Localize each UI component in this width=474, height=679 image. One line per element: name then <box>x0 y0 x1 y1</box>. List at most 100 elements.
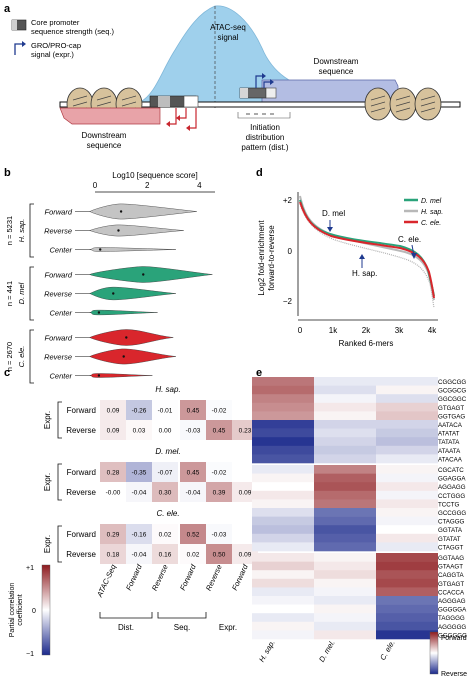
heatmap-cell <box>314 377 376 386</box>
violin-shape <box>89 224 184 237</box>
legend-core-promoter-sub: sequence strength (seq.) <box>31 27 114 36</box>
heatmap-cell <box>252 578 314 588</box>
heatmap-cell <box>314 394 376 404</box>
heatmap-kmer-label: TAGGGG <box>438 615 465 622</box>
matrix-cell <box>180 544 206 564</box>
heatmap-kmer-label: CCACCA <box>438 589 465 596</box>
matrix-row-group-label: Expr. <box>43 473 52 491</box>
heatmap-cell <box>314 402 376 412</box>
heatmap-cell <box>314 525 376 535</box>
heatmap-kmer-label: GGAGGA <box>438 476 466 483</box>
tss-arrow-icon-2 <box>263 81 272 88</box>
heatmap-cell <box>314 613 376 623</box>
heatmap-kmer-label: GGGGGA <box>438 607 467 614</box>
heatmap-cell <box>252 499 314 509</box>
matrix-cell <box>180 420 206 440</box>
panel-d-xlabel: Ranked 6-mers <box>339 339 394 348</box>
colorbar-title: Partial correlation <box>9 583 16 638</box>
matrix-cell-value: -0.35 <box>132 470 147 477</box>
violin-n-label: n = 441 <box>5 281 14 306</box>
panel-b: b Log10 [sequence score] 0 2 4 Forward Re… <box>4 167 215 384</box>
legend-gro-cap-sub: signal (expr.) <box>31 50 74 59</box>
matrix-cell-value: -0.04 <box>132 490 147 497</box>
matrix-cell-value: -0.04 <box>132 552 147 559</box>
heatmap-cell <box>314 428 376 438</box>
violin-median-point <box>112 292 115 295</box>
matrix-cell <box>126 462 152 482</box>
core-promoter-left-end <box>183 95 199 108</box>
heatmap-cell <box>252 420 314 429</box>
matrix-cell-value: 0.00 <box>159 428 172 435</box>
matrix-row-bracket <box>57 525 62 563</box>
panel-a-legend: Core promoter sequence strength (seq.) G… <box>11 18 114 59</box>
heatmap-cell <box>252 385 314 395</box>
heatmap-cell <box>314 490 376 500</box>
violin-species-label: D. mel <box>17 282 26 304</box>
panel-b-axis-title: Log10 [sequence score] <box>112 171 197 180</box>
heatmap-cell <box>314 621 376 631</box>
heatmap-cell <box>252 473 314 483</box>
column-group-dist: Dist. <box>118 623 134 632</box>
heatmap-cell <box>376 428 438 438</box>
matrix-cell <box>126 524 152 544</box>
heatmap-cell <box>376 516 438 526</box>
matrix-cell-value: 0.30 <box>159 490 172 497</box>
heatmap-cell <box>314 437 376 447</box>
matrix-cell <box>206 482 232 502</box>
matrix-cell <box>152 482 178 502</box>
heatmap-cell <box>252 561 314 571</box>
heatmap-cell <box>376 621 438 631</box>
sequence-strength-swatch-light <box>12 20 17 30</box>
matrix-cell <box>206 544 232 564</box>
violin-row-label: Center <box>49 309 72 318</box>
panel-e-colorbar <box>429 631 439 675</box>
heatmap-cell <box>376 533 438 543</box>
panel-d-ylabel: Log2 fold-enrichment <box>257 220 266 296</box>
matrix-cell-value: 0.45 <box>187 408 200 415</box>
matrix-cell-value: 0.03 <box>133 428 146 435</box>
legend-d-mel: D. mel <box>421 198 442 205</box>
violin-median-point <box>119 210 123 213</box>
series-d-mel <box>299 199 435 297</box>
matrix-column-label: Reverse <box>204 563 224 592</box>
matrix-cell-value: -0.07 <box>158 470 173 477</box>
matrix-column-label: Forward <box>124 562 144 591</box>
matrix-cell-value: 0.02 <box>159 532 172 539</box>
tss-arrowhead-icon-2 <box>270 79 274 85</box>
heatmap-kmer-label: GGTATA <box>438 527 463 534</box>
panel-b-tick: 0 <box>93 181 98 190</box>
d-xtick: 3k <box>395 326 404 335</box>
violin-row-label: Forward <box>44 208 72 217</box>
heatmap-kmer-label: AGGGGG <box>438 624 466 631</box>
heatmap-cell <box>252 377 314 386</box>
heatmap-cell <box>376 377 438 386</box>
heatmap-cell <box>376 490 438 500</box>
heatmap-cell <box>252 482 314 492</box>
core-promoter-left-light <box>158 96 170 107</box>
violin-median-point <box>99 248 102 251</box>
panel-a-label: a <box>4 3 11 15</box>
heatmap-kmer-label: CAGGTA <box>438 572 465 579</box>
matrix-cell <box>152 420 178 440</box>
heatmap-cell <box>376 499 438 509</box>
matrix-cell <box>232 544 258 564</box>
matrix-column-label: Reverse <box>150 563 170 592</box>
matrix-cell <box>180 524 206 544</box>
panel-c-matrix: H. sap. Forward 0.09 -0.26 -0.01 0.45 -0.02 Rev… <box>43 385 258 564</box>
gro-cap-arrow-icon <box>14 43 24 55</box>
d-xtick: 1k <box>329 326 338 335</box>
heatmap-cell <box>314 570 376 580</box>
matrix-row-label: Reverse <box>66 426 96 435</box>
heatmap-kmer-label: CGCATC <box>438 467 464 474</box>
matrix-row-label: Reverse <box>66 488 96 497</box>
matrix-cell <box>126 420 152 440</box>
downstream-left-box <box>59 107 161 125</box>
reverse-tss-arrow-icon-3 <box>188 108 197 129</box>
matrix-row-bracket <box>57 463 62 501</box>
heatmap-cell <box>376 473 438 483</box>
matrix-cell-value: 0.29 <box>107 532 120 539</box>
heatmap-kmer-label: GGTAAG <box>438 555 464 562</box>
matrix-cell <box>152 524 178 544</box>
heatmap-cell <box>314 542 376 552</box>
panel-b-tick: 4 <box>197 181 202 190</box>
